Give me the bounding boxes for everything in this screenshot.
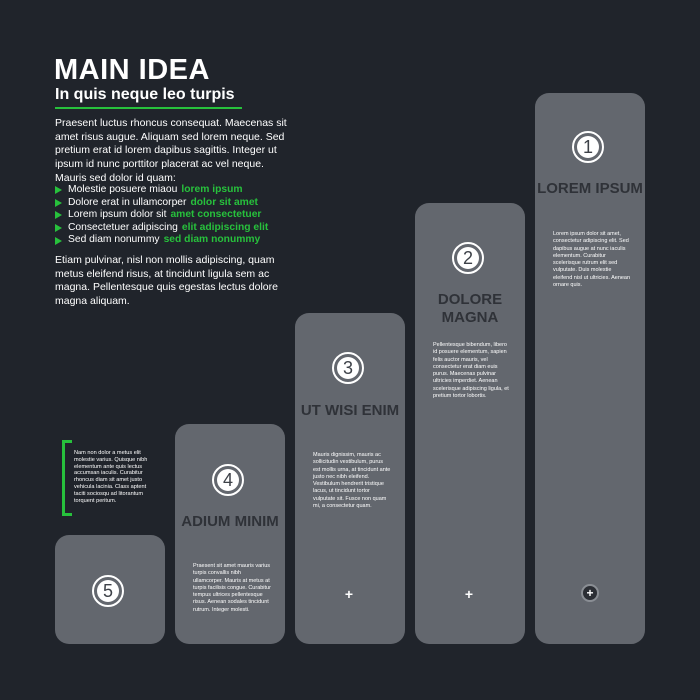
side-note-text: Nam non dolor a metus elit molestie vari…	[74, 450, 148, 504]
bullet-list: Molestie posuere miaou lorem ipsum Dolore…	[55, 184, 295, 247]
step-card-5: 5	[55, 535, 165, 644]
plus-circle-icon[interactable]: +	[581, 584, 599, 602]
step-description: Pellentesque bibendum, libero id posuere…	[433, 342, 509, 400]
bullet-item: Molestie posuere miaou lorem ipsum	[55, 184, 295, 197]
bullet-item: Dolore erat in ullamcorper dolor sit amet	[55, 197, 295, 210]
step-card-2: 2 DOLORE MAGNA Pellentesque bibendum, li…	[415, 203, 525, 644]
step-number-badge: 5	[92, 575, 124, 607]
step-card-4: 4 ADIUM MINIM Praesent sit amet mauris v…	[175, 424, 285, 644]
bullet-item: Sed diam nonummy sed diam nonummy	[55, 234, 295, 247]
triangle-bullet-icon	[55, 236, 62, 245]
plus-icon[interactable]: +	[464, 586, 474, 602]
step-card-3: 3 UT WISI ENIM Mauris dignissim, mauris …	[295, 313, 405, 644]
triangle-bullet-icon	[55, 224, 62, 233]
step-number-badge: 2	[452, 242, 484, 274]
step-title: DOLORE MAGNA	[437, 291, 503, 326]
step-card-1: 1 LOREM IPSUM Lorem ipsum dolor sit amet…	[535, 93, 645, 644]
step-number-badge: 4	[212, 464, 244, 496]
step-number-badge: 1	[572, 131, 604, 163]
subtitle: In quis neque leo turpis	[55, 86, 235, 103]
triangle-bullet-icon	[55, 198, 62, 207]
triangle-bullet-icon	[55, 186, 62, 195]
side-note-bracket: Nam non dolor a metus elit molestie vari…	[62, 440, 155, 516]
triangle-bullet-icon	[55, 211, 62, 220]
bullet-item: Consectetuer adipiscing elit adipiscing e…	[55, 222, 295, 235]
step-title: UT WISI ENIM	[300, 402, 400, 419]
step-number-badge: 3	[332, 352, 364, 384]
subtitle-underline	[55, 107, 242, 109]
step-description: Mauris dignissim, mauris ac sollicitudin…	[313, 452, 391, 510]
step-title: LOREM IPSUM	[537, 180, 643, 197]
step-description: Praesent sit amet mauris varius turpis c…	[193, 563, 271, 613]
bullet-item: Lorem ipsum dolor sit amet consectetuer	[55, 209, 295, 222]
outro-paragraph: Etiam pulvinar, nisl non mollis adipisci…	[55, 254, 278, 308]
intro-paragraph: Praesent luctus rhoncus consequat. Maece…	[55, 117, 287, 184]
plus-icon[interactable]: +	[344, 586, 354, 602]
step-description: Lorem ipsum dolor sit amet, consectetur …	[553, 231, 631, 289]
main-title: MAIN IDEA	[54, 54, 210, 86]
step-title: ADIUM MINIM	[181, 513, 279, 530]
